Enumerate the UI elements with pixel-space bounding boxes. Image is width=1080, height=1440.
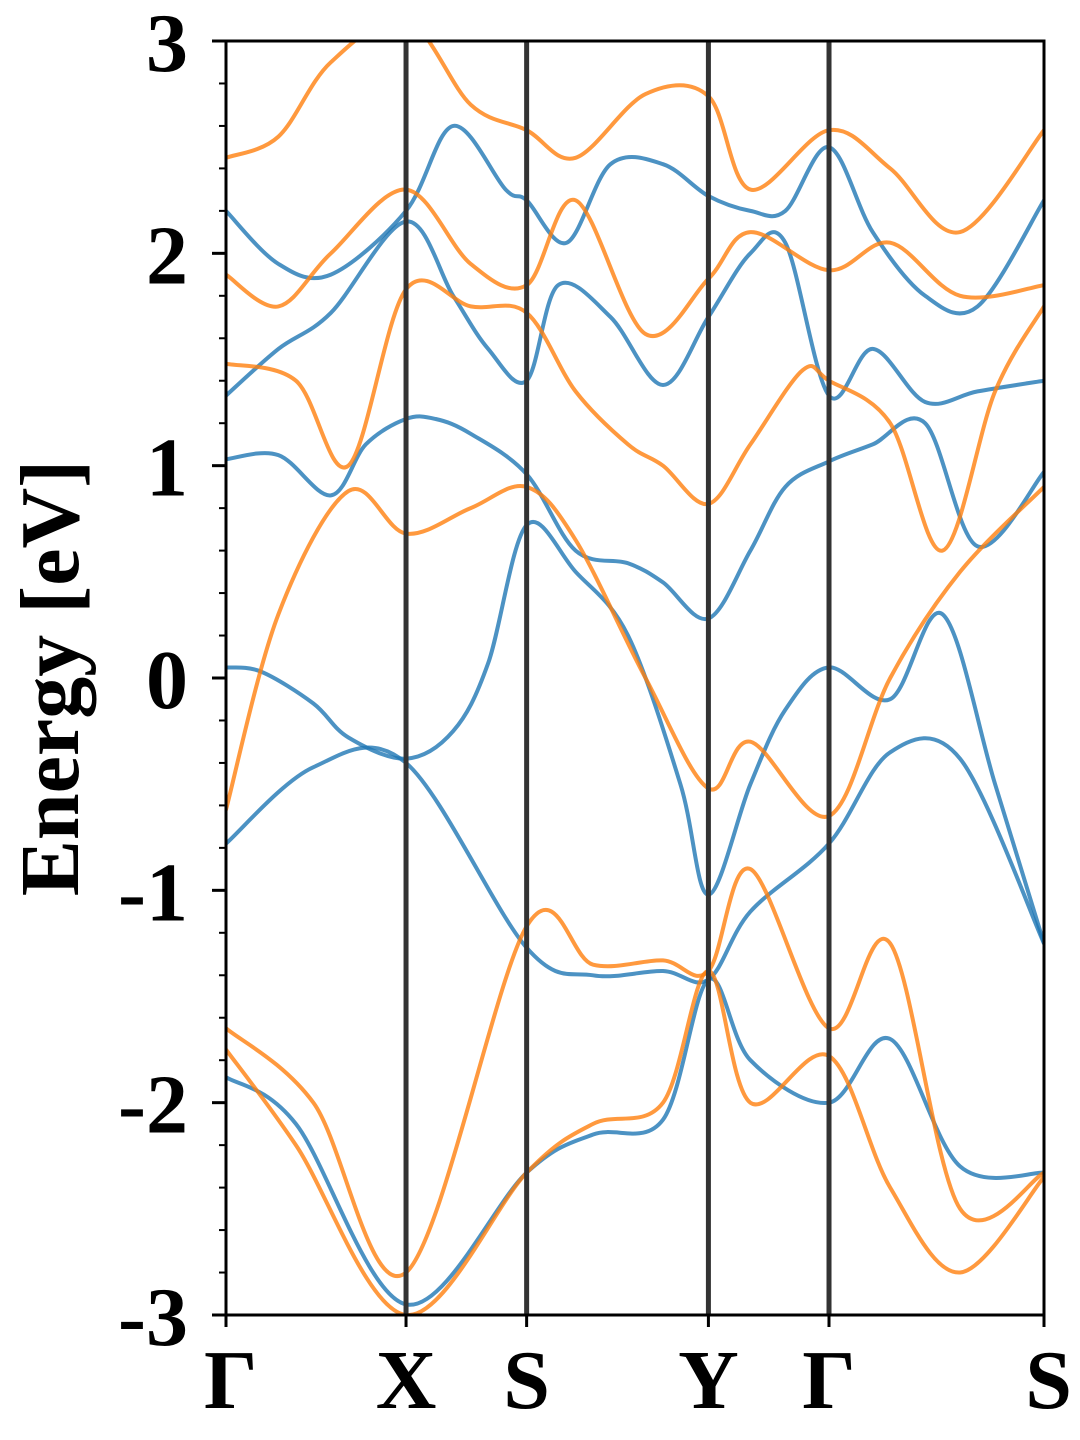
- x-tick-label: Γ: [204, 1334, 257, 1427]
- band-line-3: [226, 219, 1044, 406]
- band-line-4: [226, 123, 1044, 316]
- y-axis-label: Energy [eV]: [4, 460, 97, 896]
- x-tick-label: S: [1025, 1334, 1072, 1427]
- y-tick-label: -1: [118, 846, 188, 939]
- band-line-12: [226, 969, 1044, 1315]
- band-line-1: [226, 520, 1044, 946]
- y-tick-label: -3: [118, 1271, 188, 1364]
- band-line-8: [226, 278, 1044, 553]
- band-line-2: [226, 414, 1044, 621]
- x-tick-label: X: [376, 1334, 437, 1427]
- y-tick-label: 2: [146, 209, 188, 302]
- x-tick-label: Γ: [802, 1334, 855, 1427]
- band-line-11: [226, 866, 1044, 1278]
- band-line-10: [226, 41, 1044, 235]
- band-line-7: [226, 483, 1044, 819]
- band-lines: [226, 41, 1044, 1315]
- y-tick-label: -2: [118, 1059, 188, 1152]
- high-symmetry-lines: [403, 41, 832, 1315]
- band-line-6: [226, 976, 1044, 1307]
- y-axis-ticks: -3 -2 -1 0 1 2 3: [118, 0, 226, 1364]
- y-tick-label: 0: [146, 634, 188, 727]
- x-tick-label: S: [503, 1334, 550, 1427]
- x-tick-label: Y: [678, 1334, 739, 1427]
- band-line-9: [226, 187, 1044, 339]
- y-tick-label: 3: [146, 0, 188, 90]
- y-tick-label: 1: [146, 422, 188, 515]
- band-line-5: [226, 736, 1044, 985]
